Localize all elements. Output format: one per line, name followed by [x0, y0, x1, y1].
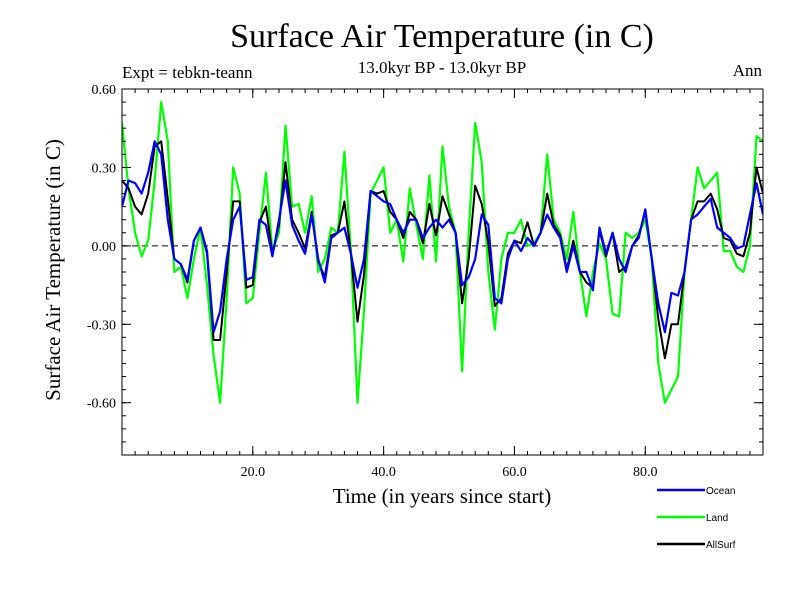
y-tick-label: 0.00: [92, 240, 117, 255]
y-tick-label: -0.30: [87, 318, 116, 333]
x-axis: 20.0 40.0 60.0 80.0: [134, 89, 764, 480]
y-axis-label: Surface Air Temperature (in C): [41, 139, 65, 401]
chart-title: Surface Air Temperature (in C): [230, 18, 654, 55]
y-tick-label: 0.30: [92, 161, 117, 176]
experiment-label: Expt = tebkn-teann: [122, 63, 253, 82]
legend: Ocean Land AllSurf: [657, 486, 736, 551]
x-tick-label: 60.0: [502, 465, 527, 480]
y-tick-label: -0.60: [87, 397, 116, 412]
x-tick-label: 80.0: [633, 465, 658, 480]
plot-area: [121, 88, 764, 456]
chart-subtitle: 13.0kyr BP - 13.0kyr BP: [358, 58, 526, 77]
legend-label-ocean: Ocean: [706, 486, 735, 497]
legend-label-land: Land: [706, 513, 728, 524]
series-layer: [122, 100, 763, 404]
series-line-land: [122, 100, 763, 404]
x-tick-label: 40.0: [371, 465, 396, 480]
x-tick-label: 20.0: [241, 465, 266, 480]
y-axis: 0.60 0.30 0.00 -0.30 -0.60: [87, 83, 763, 456]
y-tick-label: 0.60: [92, 83, 117, 98]
season-label: Ann: [733, 61, 763, 80]
legend-label-allsurf: AllSurf: [706, 540, 736, 551]
x-axis-label: Time (in years since start): [333, 484, 552, 508]
series-line-ocean: [122, 140, 763, 334]
